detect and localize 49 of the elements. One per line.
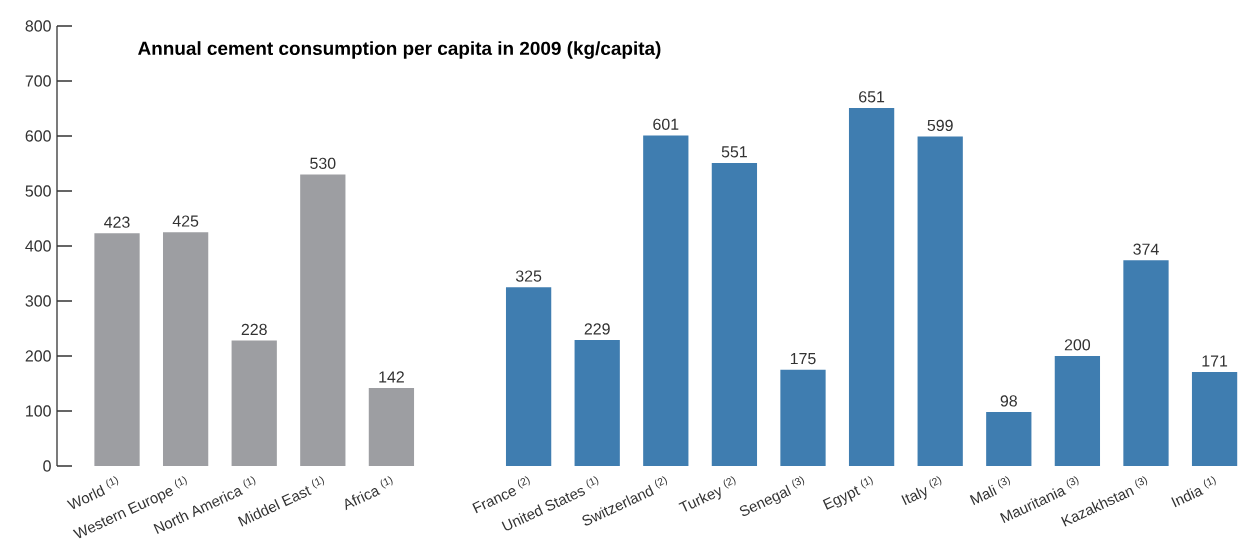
bar (848, 107, 895, 466)
bar (300, 174, 346, 466)
data-label: 200 (1064, 339, 1091, 351)
data-label: 142 (379, 371, 404, 383)
y-tick-label: 100 (26, 405, 51, 417)
bar (574, 340, 620, 466)
y-tick-label: 400 (25, 240, 51, 252)
y-tick-label: 500 (25, 185, 51, 197)
bar (368, 387, 415, 466)
x-tick-label: World $^{(1)}$ (66, 476, 119, 510)
data-label: 229 (584, 323, 610, 335)
data-label: 171 (1202, 355, 1228, 367)
data-label: 325 (515, 270, 542, 282)
y-tick-label: 200 (25, 350, 51, 362)
bar (1191, 371, 1238, 466)
bar (917, 136, 963, 466)
bar (986, 412, 1032, 466)
bar (1123, 260, 1169, 466)
data-label: 425 (172, 215, 199, 227)
y-tick-label: 800 (25, 20, 51, 32)
y-tick-label: 300 (25, 295, 51, 307)
bar (643, 135, 689, 466)
data-label: 175 (790, 353, 816, 365)
data-label: 98 (1000, 395, 1017, 407)
data-label: 530 (310, 157, 336, 169)
data-label: 423 (104, 216, 130, 228)
data-label: 651 (859, 91, 885, 103)
y-tick-label: 600 (25, 130, 51, 142)
x-tick-label: Africa $^{(1)}$ (345, 476, 393, 511)
bar (162, 232, 209, 466)
y-tick-label: 0 (43, 460, 51, 472)
x-tick-label: Italy $^{(2)}$ (901, 476, 942, 506)
bar (505, 287, 552, 466)
x-tick-label: India $^{(1)}$ (1171, 476, 1216, 508)
data-label: 228 (241, 323, 267, 336)
data-label: 551 (721, 146, 747, 158)
bar (780, 369, 826, 466)
y-tick-label: 700 (25, 75, 51, 87)
data-label: 374 (1133, 243, 1159, 255)
data-label: 601 (653, 118, 679, 130)
x-tick-label: Turkey $^{(2)}$ (678, 476, 736, 512)
x-tick-label: Mali $^{(3)}$ (969, 476, 1010, 506)
bar (711, 162, 758, 466)
data-label: 599 (927, 119, 953, 132)
bar (1054, 356, 1101, 466)
x-tick-label: Egypt $^{(1)}$ (822, 476, 873, 510)
bar (231, 340, 277, 466)
text: Annual cement consumption per capita in 2009 (kg/capita) (138, 41, 661, 59)
bar (94, 233, 140, 466)
